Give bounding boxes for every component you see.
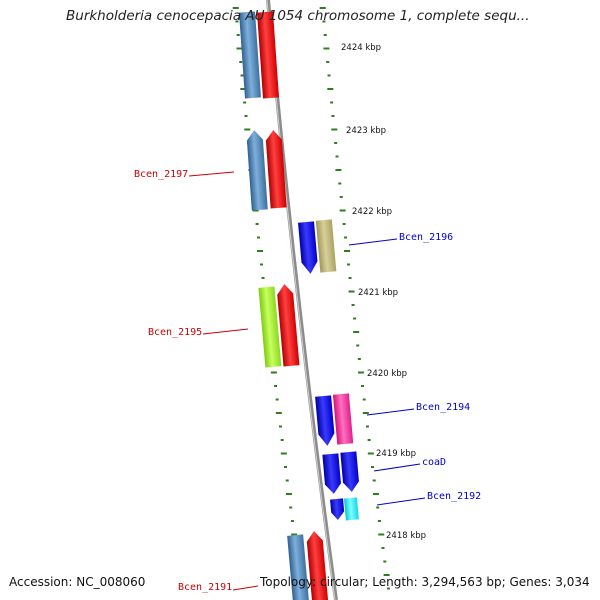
leader-line-bcen-2196	[348, 238, 398, 246]
topology-text: Topology: circular; Length: 3,294,563 bp…	[260, 575, 590, 589]
gene-feature[interactable]	[276, 283, 300, 367]
gene-feature[interactable]	[246, 130, 268, 211]
kbp-label: 2422 kbp	[352, 207, 393, 217]
accession-text: Accession: NC_008060	[9, 575, 146, 589]
gene-feature[interactable]	[343, 497, 359, 521]
kbp-label: 2423 kbp	[346, 126, 387, 136]
leader-line-bcen-2194	[366, 408, 415, 416]
leader-line-coad	[373, 463, 421, 472]
gene-label-bcen-2192[interactable]: Bcen_2192	[427, 491, 482, 502]
gene-feature[interactable]	[340, 451, 359, 492]
leader-line-bcen-2195	[202, 328, 249, 335]
leader-line-bcen-2192	[376, 497, 426, 506]
gene-label-bcen-2196[interactable]: Bcen_2196	[399, 232, 454, 243]
leader-line-bcen-2197	[188, 171, 235, 177]
gene-label-coad[interactable]: coaD	[422, 457, 447, 468]
gene-feature[interactable]	[287, 534, 310, 600]
kbp-label: 2419 kbp	[376, 449, 417, 459]
gene-feature[interactable]	[332, 393, 354, 445]
gene-feature[interactable]	[315, 219, 337, 273]
kbp-label: 2420 kbp	[367, 369, 408, 379]
kbp-label: 2421 kbp	[358, 288, 399, 298]
kbp-label: 2424 kbp	[341, 43, 382, 53]
gene-feature[interactable]	[265, 130, 287, 209]
gene-label-bcen-2194[interactable]: Bcen_2194	[416, 402, 471, 413]
gene-feature[interactable]	[257, 11, 279, 99]
gene-feature[interactable]	[330, 498, 345, 520]
gene-label-bcen-2195[interactable]: Bcen_2195	[148, 327, 203, 338]
gene-feature[interactable]	[322, 453, 341, 494]
gene-feature[interactable]	[298, 221, 318, 274]
gene-feature[interactable]	[306, 530, 329, 600]
gene-feature[interactable]	[239, 11, 261, 99]
map-title: Burkholderia cenocepacia AU 1054 chromos…	[66, 8, 530, 24]
gene-feature[interactable]	[258, 286, 282, 368]
gene-label-bcen-2197[interactable]: Bcen_2197	[134, 169, 189, 180]
kbp-label: 2418 kbp	[386, 531, 427, 541]
gene-feature[interactable]	[315, 395, 335, 446]
leader-line-bcen-2191	[232, 585, 259, 591]
gene-label-bcen-2191[interactable]: Bcen_2191	[178, 582, 233, 593]
